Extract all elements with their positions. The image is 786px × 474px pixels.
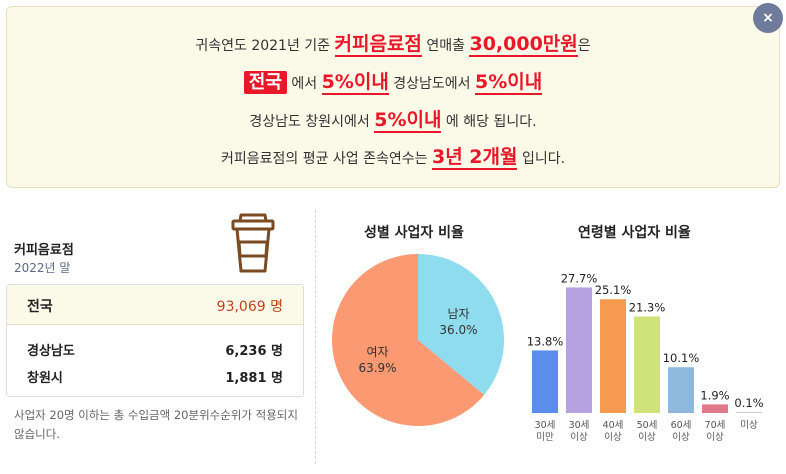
- banner-national-badge: 전국: [243, 71, 287, 94]
- age-bar-category-3-1: 이상: [638, 432, 656, 443]
- age-bar-value-0: 13.8%: [527, 334, 564, 348]
- coffee-cup-icon: [231, 213, 275, 273]
- age-bar-value-1: 27.7%: [561, 271, 598, 285]
- age-bar-6: [736, 412, 762, 413]
- age-bar-1: [566, 287, 592, 413]
- age-bar-value-3: 21.3%: [629, 300, 666, 314]
- age-bar-category-5-0: 70세: [705, 420, 726, 431]
- business-type-title: 커피음료점: [14, 243, 74, 258]
- age-bar-value-4: 10.1%: [663, 351, 700, 365]
- business-count-box: 전국 93,069 명 경상남도 6,236 명 창원시 1,881 명: [6, 284, 304, 397]
- banner-business-type: 커피음료점: [334, 33, 422, 57]
- age-bar-category-0-1: 미만: [536, 432, 554, 443]
- banner-line4-a: 커피음료점의 평균 사업 존속연수는: [220, 151, 428, 167]
- age-bar-category-2-0: 40세: [603, 420, 624, 431]
- banner-line4-b: 입니다.: [521, 151, 566, 167]
- age-bar-value-2: 25.1%: [595, 283, 632, 297]
- stat-label-national: 전국: [27, 299, 53, 315]
- stat-value-province: 6,236 명: [225, 344, 283, 359]
- pie-label-name-0: 남자: [447, 307, 469, 321]
- age-bar-2: [600, 299, 626, 413]
- pie-slice-1: [331, 254, 485, 426]
- banner-line1-suffix: 은: [577, 38, 591, 54]
- stat-label-province: 경상남도: [27, 344, 75, 359]
- stat-value-national: 93,069 명: [216, 299, 283, 315]
- age-bar-4: [668, 367, 694, 413]
- age-chart-title: 연령별 사업자 비율: [578, 225, 691, 241]
- banner-city-rank: 5%이내: [374, 109, 442, 133]
- age-bar-category-5-1: 이상: [706, 432, 724, 443]
- footnote: 사업자 20명 이하는 총 수입금액 20분위수순위가 적용되지 않습니다.: [14, 408, 298, 441]
- age-bar-value-5: 1.9%: [700, 388, 729, 402]
- pie-label-value-1: 63.9%: [358, 361, 396, 375]
- age-bar-category-4-0: 60세: [671, 420, 692, 431]
- gender-chart-title: 성별 사업자 비율: [364, 225, 464, 241]
- age-bar-category-3-0: 50세: [637, 420, 658, 431]
- age-bar-category-6-0: 미상: [740, 420, 758, 431]
- gender-pie-chart: 남자 36.0% 여자 63.9%: [331, 254, 504, 426]
- banner-year-text: 귀속연도 2021년 기준: [195, 38, 331, 54]
- banner-line-3: 경상남도 창원시에서 5%이내 에 해당 됩니다.: [7, 105, 779, 133]
- age-bar-3: [634, 316, 660, 413]
- stat-value-city: 1,881 명: [225, 371, 283, 386]
- age-bar-category-1-1: 이상: [570, 432, 588, 443]
- stat-row-national: 전국 93,069 명: [7, 285, 303, 325]
- age-bar-value-6: 0.1%: [734, 396, 763, 410]
- age-bar-category-4-1: 이상: [672, 432, 690, 443]
- age-bar-category-0-0: 30세: [535, 420, 556, 431]
- business-period: 2022년 말: [14, 261, 71, 275]
- close-icon: ×: [762, 10, 774, 26]
- banner-line3-a: 경상남도 창원시에서: [249, 114, 370, 130]
- age-bar-category-1-0: 30세: [569, 420, 590, 431]
- banner-revenue-label: 연매출: [426, 38, 466, 54]
- age-bar-category-2-1: 이상: [604, 432, 622, 443]
- banner-line2-a: 에서: [291, 76, 318, 92]
- close-button[interactable]: ×: [753, 3, 783, 33]
- age-bar-5: [702, 404, 728, 413]
- pie-slice-0: [418, 254, 504, 395]
- banner-survival-years: 3년 2개월: [431, 146, 518, 170]
- banner-line-2: 전국 에서 5%이내 경상남도에서 5%이내: [7, 67, 779, 95]
- age-bar-0: [532, 350, 558, 413]
- banner-line2-b: 경상남도에서: [393, 76, 471, 92]
- column-divider: [315, 210, 316, 464]
- banner-national-rank: 5%이내: [321, 71, 389, 95]
- banner-line-4: 커피음료점의 평균 사업 존속연수는 3년 2개월 입니다.: [7, 142, 779, 170]
- pie-label-name-1: 여자: [366, 345, 388, 359]
- age-bar-chart: 13.8%30세미만27.7%30세이상25.1%40세이상21.3%50세이상…: [527, 271, 764, 443]
- pie-label-value-0: 36.0%: [439, 323, 477, 337]
- banner-line3-b: 에 해당 됩니다.: [445, 114, 537, 130]
- stat-label-city: 창원시: [27, 371, 63, 386]
- banner-province-rank: 5%이내: [474, 71, 543, 95]
- banner-line-1: 귀속연도 2021년 기준 커피음료점 연매출 30,000만원은: [7, 29, 779, 57]
- banner-revenue-value: 30,000만원: [469, 33, 578, 57]
- summary-banner: 귀속연도 2021년 기준 커피음료점 연매출 30,000만원은 전국 에서 …: [6, 6, 780, 188]
